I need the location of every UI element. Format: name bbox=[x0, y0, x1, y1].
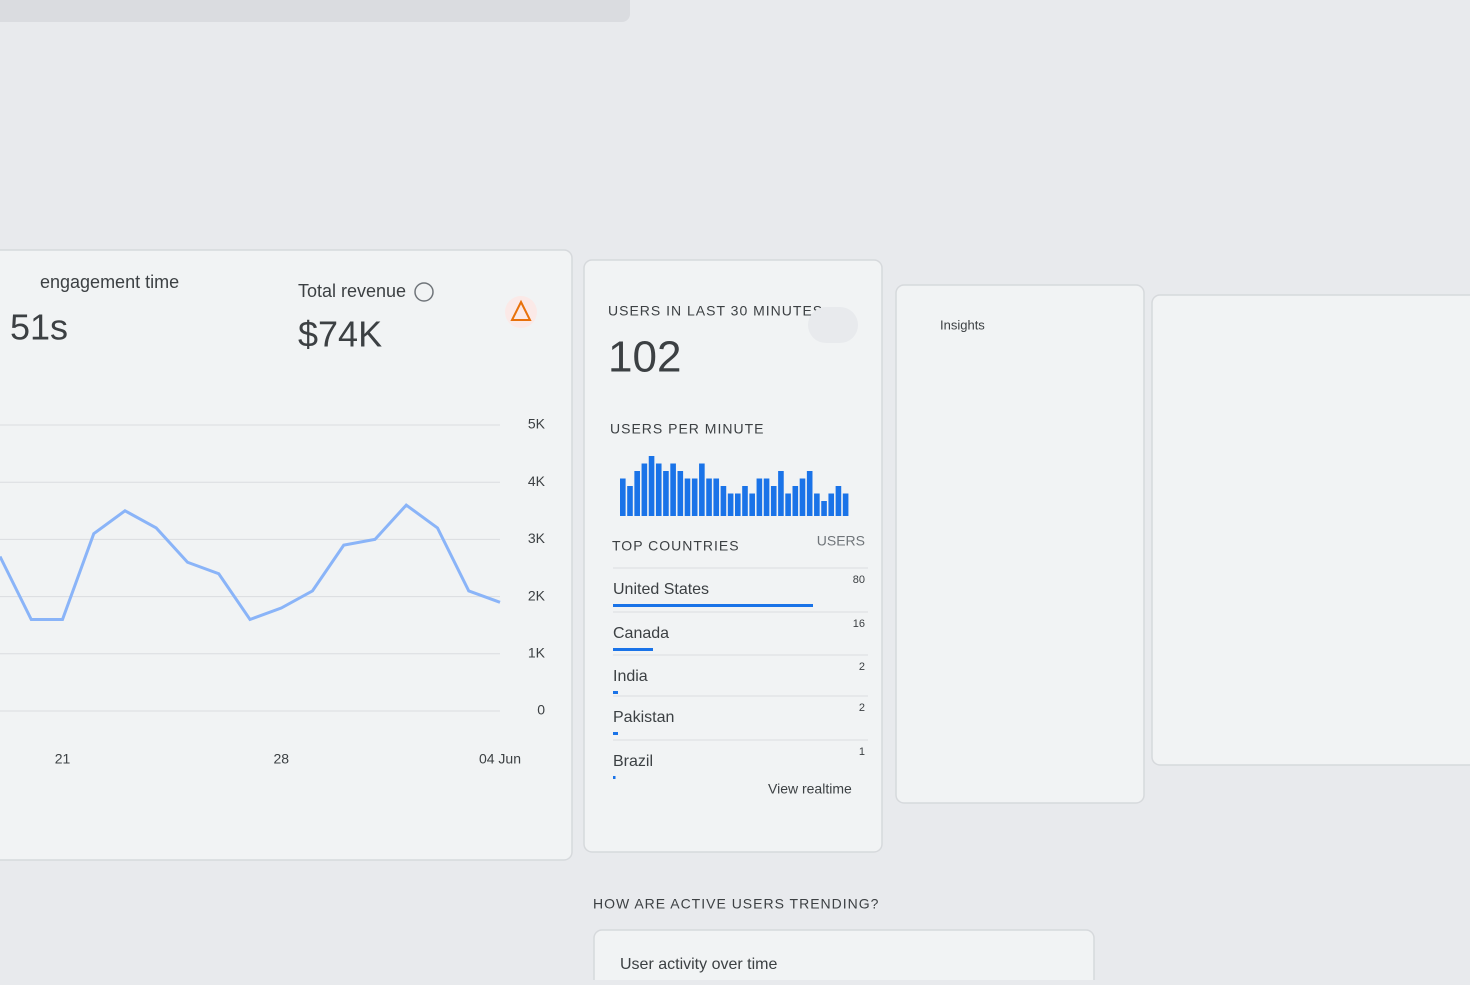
bar bbox=[627, 486, 633, 516]
trending-card bbox=[593, 929, 1095, 985]
country-label: Pakistan bbox=[613, 709, 674, 726]
country-label: Brazil bbox=[613, 753, 653, 770]
engagement-value: 51s bbox=[10, 307, 68, 348]
country-value: 16 bbox=[853, 618, 865, 630]
help-icon[interactable] bbox=[414, 282, 434, 302]
realtime-value: 102 bbox=[608, 333, 681, 382]
bar bbox=[677, 471, 684, 516]
bar bbox=[713, 478, 720, 516]
country-bar bbox=[613, 732, 618, 735]
bar bbox=[641, 463, 648, 516]
bar bbox=[756, 478, 763, 516]
country-value: 80 bbox=[853, 574, 865, 586]
realtime-card bbox=[583, 259, 883, 853]
country-value: 2 bbox=[859, 702, 865, 714]
revenue-title: Total revenue bbox=[298, 281, 406, 301]
insights-title: Insights bbox=[940, 317, 985, 332]
bar bbox=[778, 471, 784, 516]
country-label: United States bbox=[613, 581, 709, 598]
bar bbox=[706, 478, 712, 516]
compare-button[interactable] bbox=[808, 307, 858, 343]
bar bbox=[620, 478, 626, 516]
y-tick-label: 3K bbox=[528, 530, 546, 546]
countries-value-title: USERS bbox=[817, 533, 865, 549]
bar bbox=[763, 478, 770, 516]
bar bbox=[655, 463, 662, 516]
y-tick-label: 5K bbox=[528, 416, 546, 432]
bar bbox=[727, 493, 734, 516]
x-tick-label: 04 Jun bbox=[479, 751, 521, 767]
bar bbox=[670, 463, 676, 516]
y-tick-label: 4K bbox=[528, 473, 546, 489]
bar bbox=[720, 486, 727, 516]
country-bar bbox=[613, 691, 618, 694]
country-label: India bbox=[613, 668, 648, 685]
bar bbox=[691, 478, 698, 516]
x-tick-label: 28 bbox=[273, 751, 289, 767]
bar bbox=[684, 478, 691, 516]
blurred-card bbox=[1151, 294, 1470, 766]
bar bbox=[792, 486, 799, 516]
bar bbox=[735, 493, 741, 516]
bar bbox=[770, 486, 777, 516]
country-label: Canada bbox=[613, 625, 669, 642]
bar bbox=[634, 471, 640, 516]
bar bbox=[663, 471, 669, 516]
realtime-title: USERS IN LAST 30 MINUTES bbox=[608, 303, 823, 319]
bar bbox=[742, 486, 748, 516]
x-tick-label: 21 bbox=[55, 751, 71, 767]
country-bar bbox=[613, 604, 813, 607]
trending-subtitle: User activity over time bbox=[620, 956, 777, 973]
bar bbox=[814, 493, 820, 516]
top-bar bbox=[0, 0, 630, 22]
y-tick-label: 2K bbox=[528, 587, 546, 603]
trending-title: HOW ARE ACTIVE USERS TRENDING? bbox=[593, 896, 879, 912]
bar bbox=[648, 456, 655, 516]
revenue-card bbox=[0, 249, 573, 861]
engagement-title: engagement time bbox=[40, 272, 179, 292]
revenue-line bbox=[0, 503, 501, 622]
bars-title: USERS PER MINUTE bbox=[610, 421, 764, 437]
view-realtime-link[interactable]: View realtime bbox=[768, 781, 852, 797]
bar bbox=[749, 493, 755, 516]
country-value: 1 bbox=[859, 746, 865, 758]
country-value: 2 bbox=[859, 661, 865, 673]
countries-title: TOP COUNTRIES bbox=[612, 538, 740, 554]
country-bar bbox=[613, 648, 653, 651]
warning-triangle bbox=[510, 299, 532, 321]
insights-card bbox=[895, 284, 1145, 804]
bar bbox=[828, 493, 835, 516]
y-tick-label: 0 bbox=[537, 702, 545, 718]
bar bbox=[806, 471, 813, 516]
bar bbox=[821, 501, 827, 516]
bar bbox=[699, 463, 705, 516]
bar bbox=[785, 493, 791, 516]
bar bbox=[835, 486, 842, 516]
revenue-value: $74K bbox=[298, 314, 382, 355]
bar bbox=[842, 493, 849, 516]
country-bar bbox=[613, 776, 616, 779]
bar bbox=[799, 478, 806, 516]
y-tick-label: 1K bbox=[528, 645, 546, 661]
